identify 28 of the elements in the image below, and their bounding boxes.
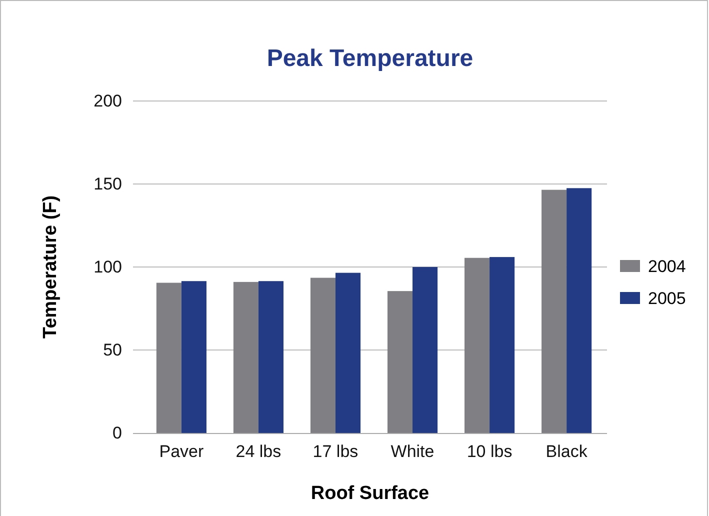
x-tick-label: 24 lbs [236, 442, 282, 462]
bar [566, 188, 592, 433]
chart-title: Peak Temperature [266, 45, 474, 72]
legend-label: 2004 [648, 257, 686, 276]
x-tick-label: 10 lbs [466, 442, 512, 462]
bar [412, 267, 438, 433]
y-tick-label: 200 [94, 91, 122, 110]
bar [542, 190, 567, 433]
bar [181, 281, 206, 433]
legend-label: 2005 [648, 289, 686, 308]
bar [490, 257, 515, 433]
y-tick-label: 150 [94, 174, 122, 194]
bar [335, 272, 361, 433]
y-tick-label: 50 [103, 340, 122, 360]
y-axis-title: Temperature (F) [40, 195, 61, 339]
bar [258, 281, 284, 433]
x-tick-label: 17 lbs [312, 442, 358, 462]
x-tick-label: Black [546, 442, 588, 462]
y-tick-label: 100 [94, 257, 122, 276]
x-tick-label: Paver [159, 442, 204, 462]
y-tick-label: 0 [112, 423, 122, 442]
x-axis-title: Roof Surface [310, 483, 430, 504]
x-tick-label: White [390, 442, 434, 462]
bar [310, 278, 336, 433]
bar [387, 291, 413, 433]
bar [233, 282, 258, 433]
bar [464, 258, 490, 433]
bar [156, 282, 182, 433]
